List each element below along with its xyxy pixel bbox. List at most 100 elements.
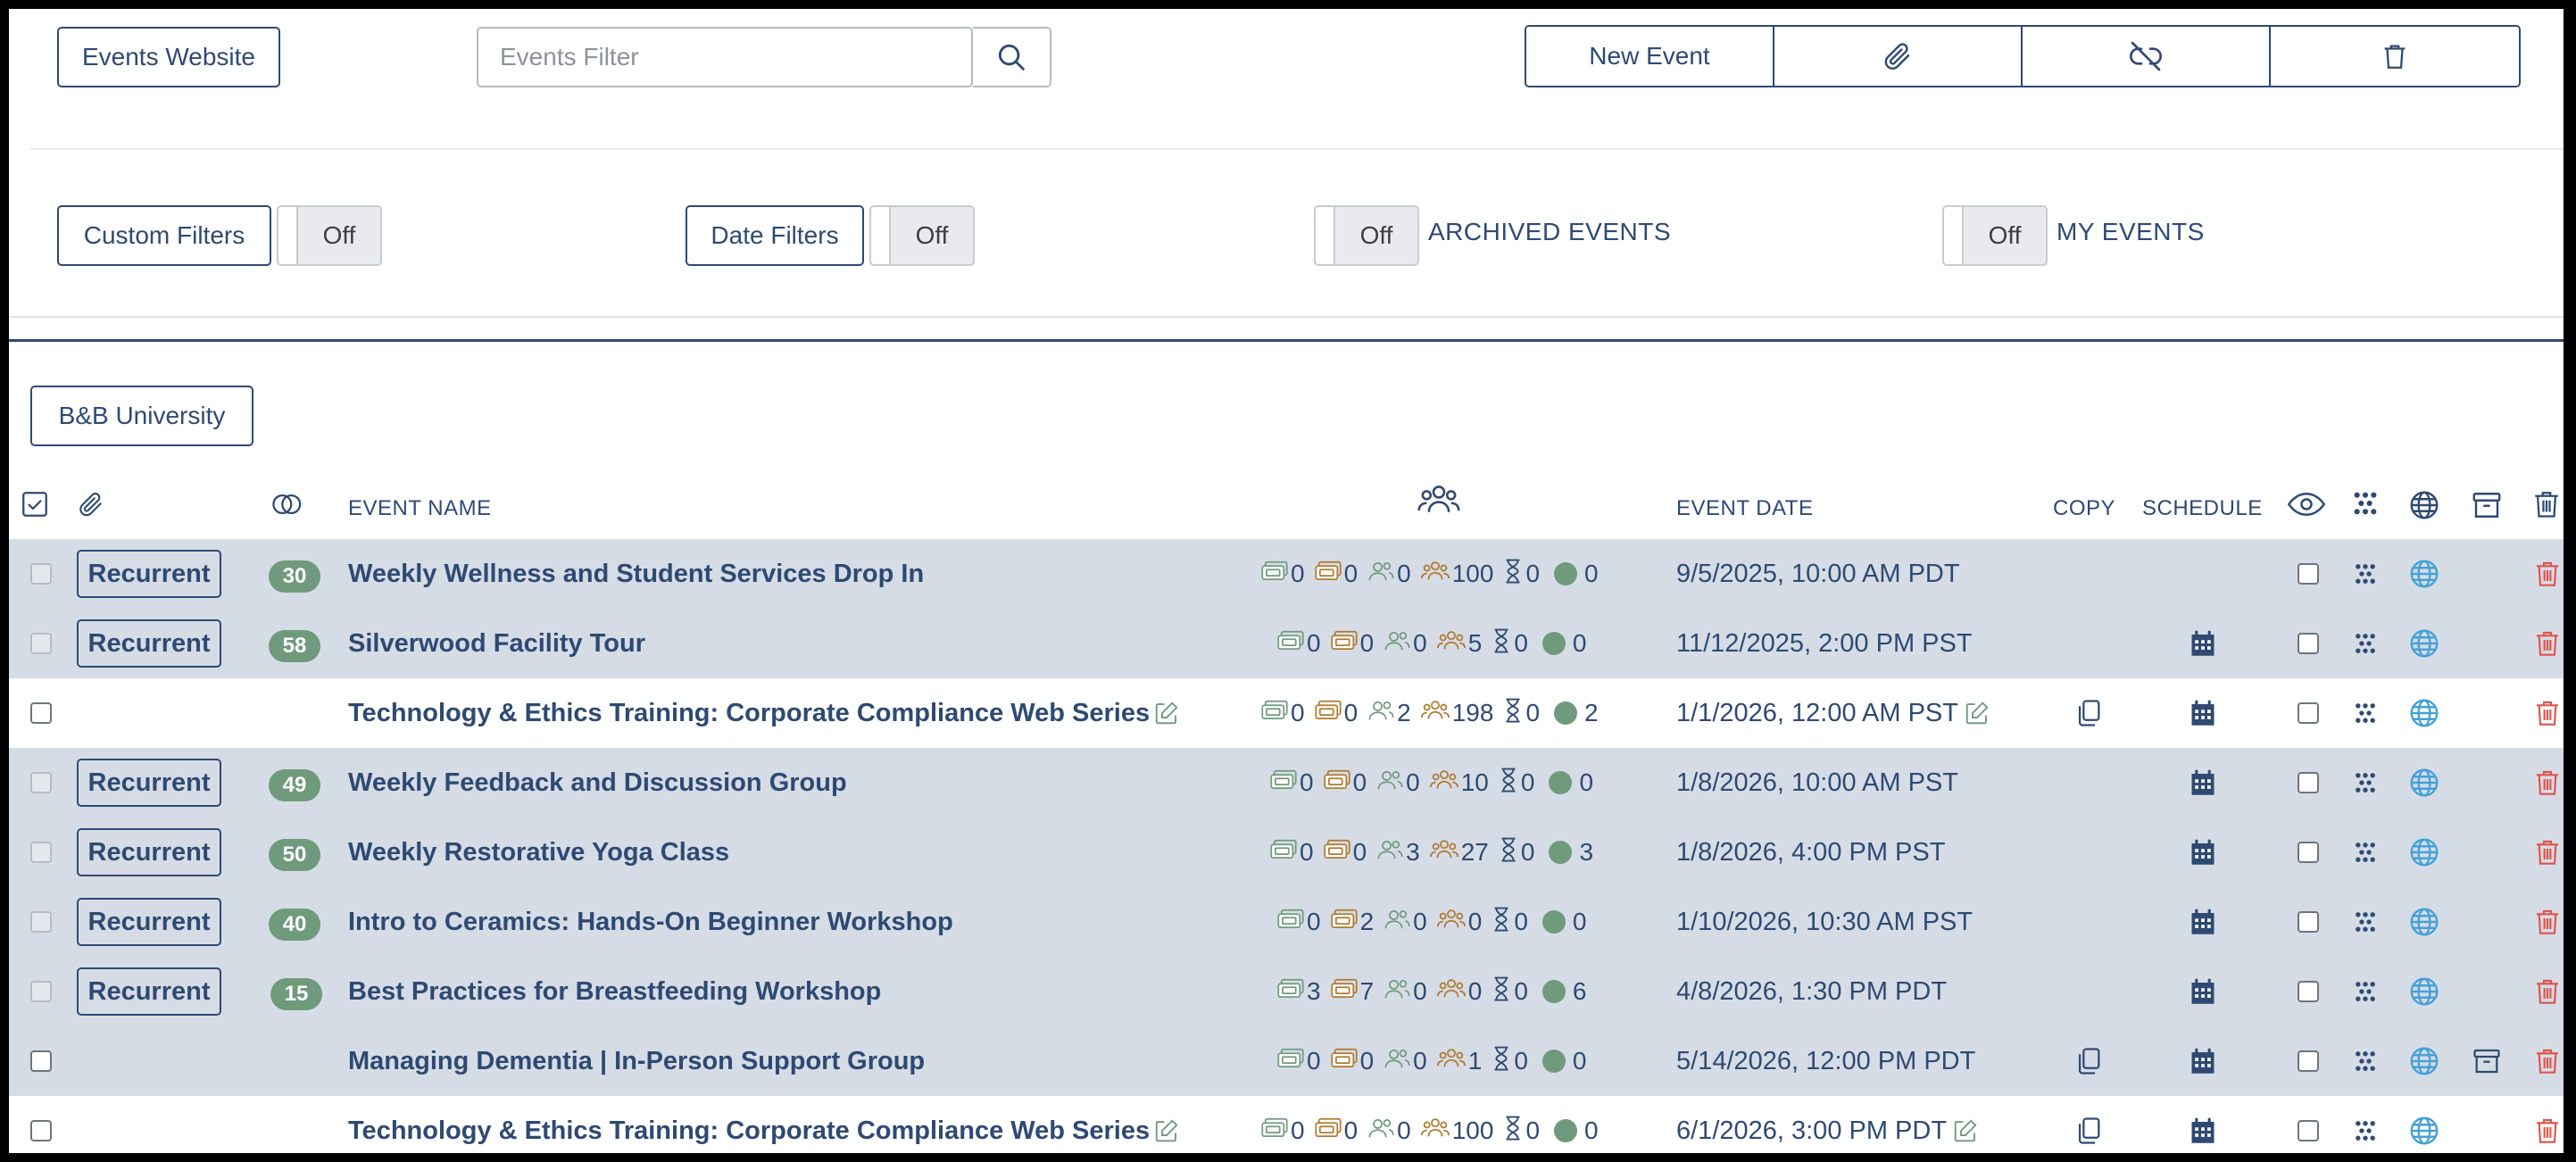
trash-icon[interactable] [2530,834,2564,870]
table-row[interactable]: Recurrent 40 Intro to Ceramics: Hands-On B… [9,887,2564,957]
calendar-icon[interactable] [2185,695,2221,731]
visibility-checkbox[interactable] [2298,1026,2319,1096]
custom-filters-button[interactable]: Custom Filters [57,205,271,266]
delete-button[interactable] [2271,27,2519,86]
grid-dots-icon[interactable] [2347,695,2383,731]
visibility-checkbox[interactable] [2298,1096,2319,1153]
row-checkbox[interactable] [30,957,52,1026]
calendar-icon[interactable] [2185,1113,2221,1149]
recurrent-button[interactable]: Recurrent [77,550,221,598]
table-row[interactable]: Recurrent 50 Weekly Restorative Yoga Class… [9,818,2564,887]
recurrent-button[interactable]: Recurrent [77,828,221,876]
table-row[interactable]: Technology & Ethics Training: Corporate … [9,1096,2564,1153]
event-name-link[interactable]: Managing Dementia | In-Person Support Gr… [348,1026,925,1096]
calendar-icon[interactable] [2185,974,2221,1009]
visibility-checkbox[interactable] [2298,609,2319,678]
group-button[interactable]: B&B University [30,386,253,446]
globe-icon[interactable] [2406,626,2442,661]
event-name-link[interactable]: Weekly Feedback and Discussion Group [348,748,847,818]
visibility-checkbox[interactable] [2298,678,2319,748]
trash-icon[interactable] [2530,974,2564,1009]
trash-icon[interactable] [2530,556,2564,592]
edit-icon[interactable] [1153,1117,1180,1144]
grid-dots-icon[interactable] [2347,1043,2383,1079]
calendar-icon[interactable] [2185,626,2221,661]
trash-icon[interactable] [2530,904,2564,940]
trash-icon[interactable] [2531,487,2562,526]
events-website-button[interactable]: Events Website [57,27,280,87]
row-checkbox[interactable] [30,609,52,678]
date-filters-button[interactable]: Date Filters [686,205,864,266]
archive-icon[interactable] [2469,1043,2505,1079]
table-row[interactable]: Technology & Ethics Training: Corporate … [9,678,2564,748]
grid-dots-icon[interactable] [2347,626,2383,661]
trash-icon[interactable] [2530,765,2564,801]
visibility-checkbox[interactable] [2298,539,2319,609]
edit-icon[interactable] [1952,1117,1979,1144]
event-name-link[interactable]: Weekly Wellness and Student Services Dro… [348,539,924,609]
copy-icon[interactable] [2071,695,2107,731]
my-events-toggle[interactable]: Off [1942,205,2048,266]
edit-icon[interactable] [1964,700,1990,726]
recurrent-button[interactable]: Recurrent [77,759,221,807]
event-name-link[interactable]: Technology & Ethics Training: Corporate … [348,678,1180,748]
globe-icon[interactable] [2406,556,2442,592]
grid-dots-icon[interactable] [2347,834,2383,870]
trash-icon[interactable] [2530,1113,2564,1149]
visibility-checkbox[interactable] [2298,957,2319,1026]
trash-icon[interactable] [2530,1043,2564,1079]
table-row[interactable]: Recurrent 49 Weekly Feedback and Discussio… [9,748,2564,818]
globe-icon[interactable] [2406,834,2442,870]
event-date-header[interactable]: EVENT DATE [1676,496,1814,520]
table-row[interactable]: Managing Dementia | In-Person Support Gr… [9,1026,2564,1096]
edit-icon[interactable] [1153,700,1180,726]
row-checkbox[interactable] [30,887,52,957]
table-row[interactable]: Recurrent 58 Silverwood Facility Tour 0 0 0 5 0… [9,609,2564,678]
event-name-link[interactable]: Intro to Ceramics: Hands-On Beginner Wor… [348,887,953,957]
select-all-checkbox[interactable] [20,489,50,524]
globe-icon[interactable] [2406,695,2442,731]
event-name-link[interactable]: Silverwood Facility Tour [348,609,645,678]
row-checkbox[interactable] [30,1096,52,1153]
event-name-link[interactable]: Technology & Ethics Training: Corporate … [348,1096,1180,1153]
visibility-checkbox[interactable] [2298,748,2319,818]
custom-filters-toggle[interactable]: Off [277,205,382,266]
grid-dots-icon[interactable] [2347,765,2383,801]
row-checkbox[interactable] [30,818,52,887]
globe-icon[interactable] [2406,765,2442,801]
row-checkbox[interactable] [30,748,52,818]
copy-icon[interactable] [2071,1043,2107,1079]
recurrent-button[interactable]: Recurrent [77,619,221,668]
grid-dots-icon[interactable] [2347,556,2383,592]
event-name-link[interactable]: Best Practices for Breastfeeding Worksho… [348,957,881,1026]
globe-icon[interactable] [2406,904,2442,940]
events-filter-input[interactable]: Events Filter [477,27,973,87]
search-button[interactable] [973,27,1051,87]
row-checkbox[interactable] [30,1026,52,1096]
visibility-checkbox[interactable] [2298,887,2319,957]
recurrent-button[interactable]: Recurrent [77,967,221,1016]
row-checkbox[interactable] [30,678,52,748]
grid-dots-icon[interactable] [2347,974,2383,1009]
copy-icon[interactable] [2071,1113,2107,1149]
row-checkbox[interactable] [30,539,52,609]
unlink-button[interactable] [2023,27,2271,86]
date-filters-toggle[interactable]: Off [869,205,975,266]
table-row[interactable]: Recurrent 30 Weekly Wellness and Student S… [9,539,2564,609]
recurrent-button[interactable]: Recurrent [77,898,221,946]
new-event-button[interactable]: New Event [1526,27,1774,86]
calendar-icon[interactable] [2185,765,2221,801]
calendar-icon[interactable] [2185,904,2221,940]
grid-dots-icon[interactable] [2347,1113,2383,1149]
event-name-link[interactable]: Weekly Restorative Yoga Class [348,818,729,887]
attach-button[interactable] [1774,27,2023,86]
globe-icon[interactable] [2406,974,2442,1009]
archived-events-toggle[interactable]: Off [1314,205,1419,266]
globe-icon[interactable] [2406,1113,2442,1149]
globe-icon[interactable] [2406,1043,2442,1079]
calendar-icon[interactable] [2185,834,2221,870]
table-row[interactable]: Recurrent 15 Best Practices for Breastfeed… [9,957,2564,1026]
trash-icon[interactable] [2530,695,2564,731]
calendar-icon[interactable] [2185,1043,2221,1079]
grid-dots-icon[interactable] [2347,904,2383,940]
